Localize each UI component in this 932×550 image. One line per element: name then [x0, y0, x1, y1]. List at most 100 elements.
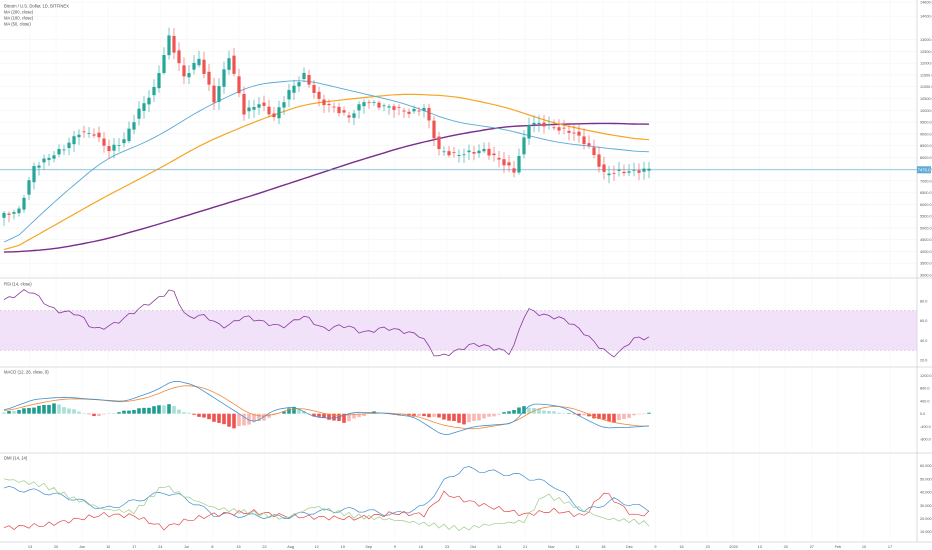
candle-body	[52, 155, 56, 159]
macd-histogram-bar	[52, 403, 56, 414]
time-tick-label: Oct	[470, 545, 477, 549]
macd-histogram-bar	[302, 410, 306, 414]
macd-histogram-bar	[152, 406, 156, 414]
price-tick-label: 11500.0	[920, 73, 932, 77]
price-tick-label: 12500.0	[920, 50, 932, 54]
time-tick-label: 12	[315, 545, 319, 549]
candle-body	[497, 157, 501, 160]
candle-body	[562, 127, 566, 129]
dmi-tick-label: 60.000	[920, 464, 932, 468]
macd-histogram-bar	[102, 413, 106, 415]
macd-tick-label: 1200.0	[920, 374, 932, 378]
macd-histogram-bar	[522, 406, 526, 414]
macd-pane[interactable]	[2, 380, 651, 435]
ma200-line	[3, 122, 650, 253]
macd-histogram-bar	[292, 406, 296, 414]
time-axis[interactable]: 13 20 Jun 10 17 24 Jul 8 15 22 Aug 12 19 Sep 9 16 23 Oct 1…	[28, 545, 892, 549]
legend-ma50[interactable]: MA (50, close)	[4, 22, 31, 27]
legend-ma100[interactable]: MA (100, close)	[4, 16, 34, 21]
legend-ma200[interactable]: MA (200, close)	[4, 10, 34, 15]
macd-histogram-bar	[177, 409, 181, 414]
candle-body	[437, 136, 441, 150]
price-tick-label: 9000.0	[920, 132, 932, 136]
time-tick-label: 23	[705, 545, 709, 549]
candle-body	[537, 122, 541, 125]
macd-histogram-bar	[492, 413, 496, 417]
time-tick-label: 19	[341, 545, 345, 549]
macd-histogram-bar	[87, 413, 91, 415]
current-price-label: 7470.0	[918, 167, 931, 172]
macd-histogram-bar	[137, 408, 141, 414]
price-tick-label: 5500.0	[920, 215, 932, 219]
macd-histogram-bar	[552, 411, 556, 414]
candle-body	[587, 143, 591, 146]
macd-histogram-bar	[262, 413, 266, 421]
candle-body	[567, 130, 571, 133]
dmi-minus-line	[3, 490, 650, 531]
price-tick-label: 3500.0	[920, 262, 932, 266]
candle-body	[382, 105, 386, 107]
candle-body	[127, 128, 131, 142]
macd-histogram-bar	[217, 413, 221, 423]
candle-body	[342, 110, 346, 113]
macd-histogram-bar	[507, 411, 511, 414]
macd-histogram-bar	[142, 407, 146, 414]
time-tick-label: 17	[888, 545, 892, 549]
rsi-overbought-oversold-band	[0, 310, 917, 351]
macd-histogram-bar	[587, 413, 591, 417]
candle-body	[212, 85, 216, 103]
candle-body	[427, 107, 431, 121]
price-tick-label: 4500.0	[920, 238, 932, 242]
ma50-line	[3, 80, 650, 243]
dmi-title[interactable]: DMI (14, 14)	[4, 456, 28, 461]
macd-histogram-bar	[567, 413, 571, 414]
macd-histogram-bar	[277, 413, 281, 415]
rsi-title[interactable]: RSI (14, close)	[4, 282, 32, 287]
candle-body	[107, 146, 111, 152]
candle-body	[422, 107, 426, 111]
legend: Bitcoin / U.S. Dollar, 1D, BITFINEX MA (…	[4, 4, 69, 27]
candle-body	[272, 113, 276, 118]
price-tick-label: 11000.0	[920, 85, 932, 89]
candle-body	[2, 212, 6, 218]
macd-histogram-bar	[92, 413, 96, 417]
time-tick-label: Feb	[835, 545, 842, 549]
macd-histogram-bar	[252, 413, 256, 423]
candle-body	[277, 107, 281, 119]
candle-body	[192, 62, 196, 70]
dmi-pane[interactable]	[3, 466, 650, 532]
macd-histogram-bar	[182, 412, 186, 414]
macd-histogram-bar	[232, 413, 236, 429]
current-price-badge	[917, 166, 931, 174]
macd-histogram-bar	[297, 409, 301, 414]
candle-body	[132, 122, 136, 130]
dmi-adx-line	[3, 478, 650, 532]
macd-histogram-bar	[457, 413, 461, 423]
macd-histogram-bar	[547, 411, 551, 414]
candle-body	[402, 110, 406, 112]
price-pane[interactable]	[0, 27, 917, 253]
macd-histogram-bar	[577, 413, 581, 416]
rsi-pane[interactable]	[0, 289, 917, 358]
macd-histogram-bar	[517, 407, 521, 414]
candle-body	[487, 148, 491, 156]
macd-histogram-bar	[162, 405, 166, 414]
macd-histogram-bar	[2, 412, 6, 414]
macd-title[interactable]: MACD (12, 26, close, 9)	[4, 370, 49, 375]
candle-body	[602, 164, 606, 172]
macd-histogram-bar	[462, 413, 466, 425]
dmi-tick-label: 40.000	[920, 491, 932, 495]
candle-body	[477, 150, 481, 154]
candle-body	[517, 155, 521, 173]
candle-body	[442, 151, 446, 153]
macd-histogram-bar	[452, 413, 456, 422]
candle-body	[592, 147, 596, 156]
candle-body	[112, 144, 116, 151]
candle-body	[387, 106, 391, 108]
legend-symbol[interactable]: Bitcoin / U.S. Dollar, 1D, BITFINEX	[4, 4, 69, 9]
candle-body	[307, 74, 311, 85]
macd-histogram-bar	[67, 408, 71, 414]
candle-body	[632, 169, 636, 171]
